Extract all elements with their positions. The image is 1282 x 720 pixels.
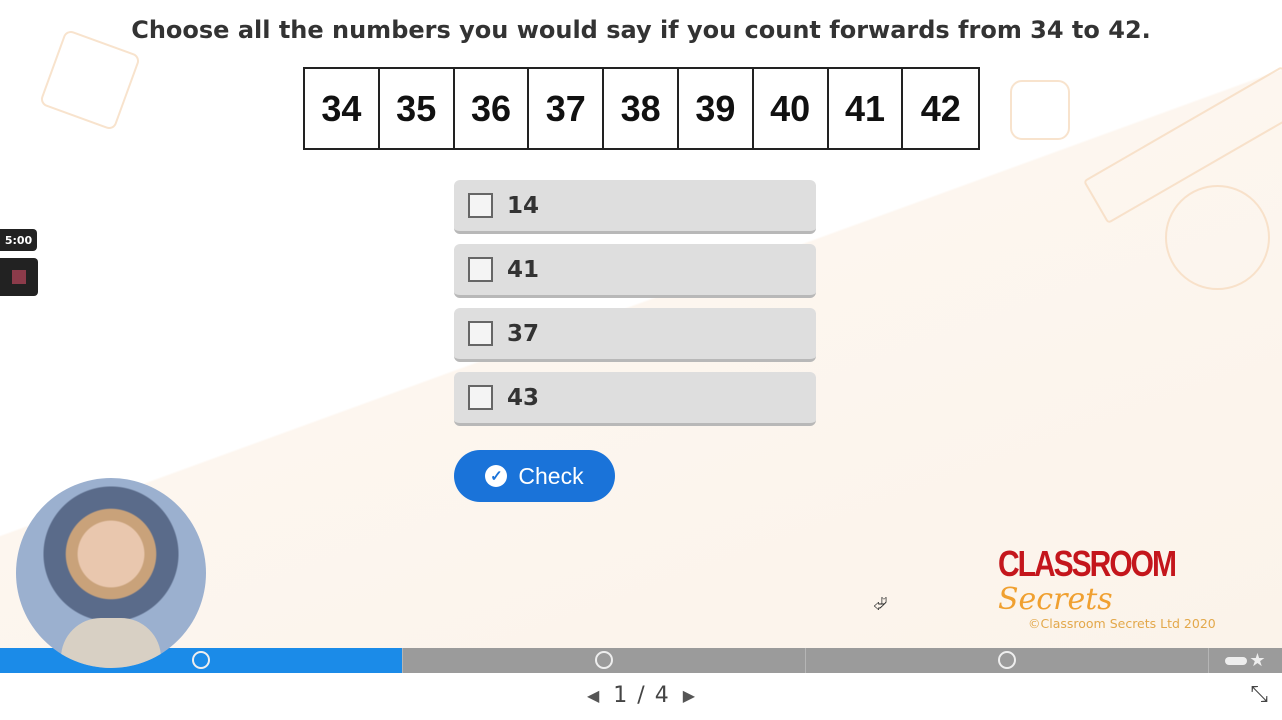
option-14[interactable]: 14	[454, 180, 816, 234]
number-cell: 35	[380, 69, 455, 148]
checkbox[interactable]	[468, 321, 493, 346]
pill-icon	[1225, 656, 1248, 665]
checkbox[interactable]	[468, 385, 493, 410]
stop-icon	[12, 270, 26, 284]
number-cell: 36	[455, 69, 530, 148]
progress-segment-2[interactable]	[403, 648, 806, 673]
current-page: 1	[613, 683, 628, 708]
number-cell: 41	[829, 69, 904, 148]
pagination: ◀ 1 / 4 ▶	[0, 683, 1282, 708]
option-37[interactable]: 37	[454, 308, 816, 362]
circle-icon	[998, 651, 1016, 669]
final-star-segment[interactable]: ★	[1209, 648, 1282, 673]
question-text: Choose all the numbers you would say if …	[131, 16, 1151, 44]
option-label: 37	[507, 320, 540, 347]
check-button[interactable]: ✓ Check	[454, 450, 615, 502]
clock-doodle-icon	[1165, 185, 1270, 290]
logo-part2: Secrets	[998, 582, 1113, 617]
checkbox[interactable]	[468, 257, 493, 282]
number-strip: 34 35 36 37 38 39 40 41 42	[303, 67, 981, 150]
classroom-secrets-logo: CLASSROOMSecrets	[998, 544, 1282, 617]
prev-page-button[interactable]: ◀	[586, 686, 600, 705]
option-41[interactable]: 41	[454, 244, 816, 298]
circle-icon	[192, 651, 210, 669]
timer: 5:00	[0, 229, 37, 251]
total-pages: 4	[654, 683, 669, 708]
slide-stage: Choose all the numbers you would say if …	[0, 0, 1282, 648]
option-label: 14	[507, 192, 540, 219]
number-cell: 38	[604, 69, 679, 148]
copyright: ©Classroom Secrets Ltd 2020	[1028, 616, 1216, 631]
progress-segment-3[interactable]	[806, 648, 1209, 673]
check-circle-icon: ✓	[485, 465, 508, 487]
exit-fullscreen-icon[interactable]: ⤡	[1250, 682, 1268, 707]
next-page-button[interactable]: ▶	[682, 686, 696, 705]
option-label: 41	[507, 256, 540, 283]
webcam-video	[16, 478, 206, 668]
option-43[interactable]: 43	[454, 372, 816, 426]
progress-bar: ★	[0, 648, 1282, 673]
number-cell: 37	[529, 69, 605, 148]
option-label: 43	[507, 384, 540, 411]
page-separator: /	[637, 683, 645, 708]
number-cell: 42	[920, 87, 961, 129]
number-cell: 40	[754, 69, 829, 148]
circle-icon	[595, 651, 613, 669]
mouse-cursor-icon: ⮰	[873, 594, 888, 615]
stop-recording-button[interactable]	[0, 258, 38, 296]
checkbox[interactable]	[468, 193, 493, 218]
star-icon: ★	[1249, 650, 1266, 671]
times-doodle-icon	[1010, 80, 1070, 140]
number-cell: 34	[305, 69, 380, 148]
number-cell: 39	[679, 69, 754, 148]
check-label: Check	[518, 462, 584, 489]
logo-part1: CLASSROOM	[998, 544, 1177, 585]
